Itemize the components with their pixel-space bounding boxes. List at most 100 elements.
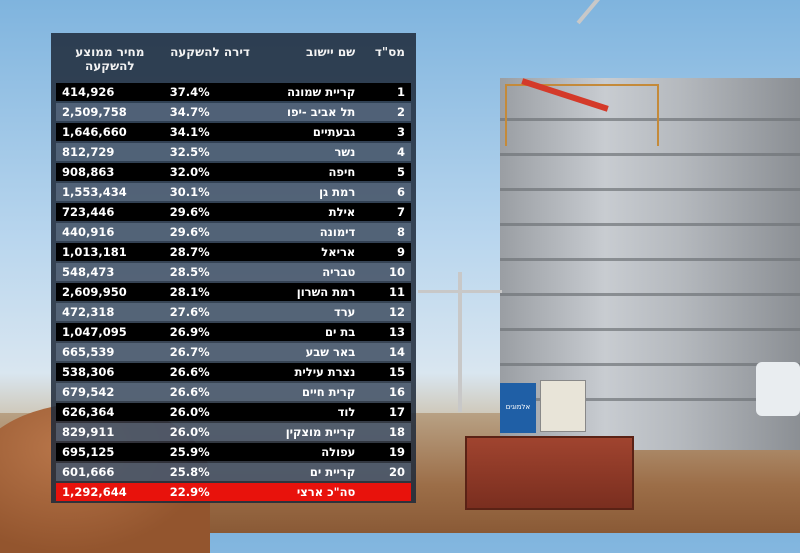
row-price: 908,863	[56, 163, 164, 181]
row-price: 812,729	[56, 143, 164, 161]
header-price: מחיר ממוצע להשקעה	[75, 45, 145, 73]
row-investment-pct: 26.7%	[163, 343, 257, 361]
row-investment-pct: 32.0%	[163, 163, 257, 181]
table-row: 5 חיפה 32.0% 908,863	[56, 163, 411, 181]
investment-table-panel: מס"ד שם יישוב דירה להשקעה מחיר ממוצע להש…	[51, 33, 416, 503]
table-row: 1 קריית שמונה 37.4% 414,926	[56, 83, 411, 101]
scaffolding	[505, 84, 659, 146]
row-num: 14	[361, 343, 411, 361]
row-city: רמת השרון	[256, 283, 362, 301]
row-investment-pct: 30.1%	[163, 183, 257, 201]
table-row: 9 אריאל 28.7% 1,013,181	[56, 243, 411, 261]
row-price: 665,539	[56, 343, 164, 361]
row-city: אילת	[256, 203, 362, 221]
row-city: בת ים	[256, 323, 362, 341]
row-num: 3	[361, 123, 411, 141]
row-num: 1	[361, 83, 411, 101]
row-city: קריית מוצקין	[256, 423, 362, 441]
row-city: תל אביב -יפו	[256, 103, 362, 121]
table-row: 17 לוד 26.0% 626,364	[56, 403, 411, 421]
row-price: 626,364	[56, 403, 164, 421]
row-price: 601,666	[56, 463, 164, 481]
row-investment-pct: 29.6%	[163, 203, 257, 221]
row-investment-pct: 26.6%	[163, 363, 257, 381]
dumpster	[465, 436, 634, 510]
investment-table: מס"ד שם יישוב דירה להשקעה מחיר ממוצע להש…	[56, 39, 411, 503]
total-city: סה"כ ארצי	[256, 483, 362, 501]
row-investment-pct: 26.9%	[163, 323, 257, 341]
row-city: קרית חיים	[256, 383, 362, 401]
row-num: 10	[361, 263, 411, 281]
project-sign	[540, 380, 586, 432]
row-investment-pct: 28.7%	[163, 243, 257, 261]
crane-distant	[458, 272, 462, 412]
row-price: 1,646,660	[56, 123, 164, 141]
row-num: 15	[361, 363, 411, 381]
row-num: 13	[361, 323, 411, 341]
crane-white	[576, 0, 602, 25]
row-num: 5	[361, 163, 411, 181]
table-row: 15 נצרת עילית 26.6% 538,306	[56, 363, 411, 381]
table-row: 14 באר שבע 26.7% 665,539	[56, 343, 411, 361]
row-price: 472,318	[56, 303, 164, 321]
row-price: 829,911	[56, 423, 164, 441]
row-price: 723,446	[56, 203, 164, 221]
row-num: 7	[361, 203, 411, 221]
row-investment-pct: 28.1%	[163, 283, 257, 301]
table-row: 16 קרית חיים 26.6% 679,542	[56, 383, 411, 401]
row-city: חיפה	[256, 163, 362, 181]
table-total-row: סה"כ ארצי 22.9% 1,292,644	[56, 483, 411, 501]
row-num: 16	[361, 383, 411, 401]
row-num: 6	[361, 183, 411, 201]
row-city: גבעתיים	[256, 123, 362, 141]
row-investment-pct: 27.6%	[163, 303, 257, 321]
row-investment-pct: 34.7%	[163, 103, 257, 121]
row-investment-pct: 34.1%	[163, 123, 257, 141]
row-price: 440,916	[56, 223, 164, 241]
row-num: 9	[361, 243, 411, 261]
row-num: 20	[361, 463, 411, 481]
row-num: 18	[361, 423, 411, 441]
table-row: 10 טבריה 28.5% 548,473	[56, 263, 411, 281]
row-city: באר שבע	[256, 343, 362, 361]
row-num: 11	[361, 283, 411, 301]
row-city: אריאל	[256, 243, 362, 261]
row-city: ערד	[256, 303, 362, 321]
row-num: 17	[361, 403, 411, 421]
header-num: מס"ד	[374, 45, 405, 59]
table-row: 12 ערד 27.6% 472,318	[56, 303, 411, 321]
row-investment-pct: 26.0%	[163, 423, 257, 441]
row-price: 1,013,181	[56, 243, 164, 261]
row-price: 695,125	[56, 443, 164, 461]
row-num: 12	[361, 303, 411, 321]
table-row: 7 אילת 29.6% 723,446	[56, 203, 411, 221]
crane-distant-jib	[418, 290, 502, 293]
row-city: רמת גן	[256, 183, 362, 201]
total-num	[361, 483, 411, 501]
row-price: 548,473	[56, 263, 164, 281]
table-row: 4 נשר 32.5% 812,729	[56, 143, 411, 161]
table-header-row: מס"ד שם יישוב דירה להשקעה מחיר ממוצע להש…	[56, 41, 411, 81]
table-row: 18 קריית מוצקין 26.0% 829,911	[56, 423, 411, 441]
row-investment-pct: 37.4%	[163, 83, 257, 101]
row-price: 538,306	[56, 363, 164, 381]
row-num: 4	[361, 143, 411, 161]
row-investment-pct: 29.6%	[163, 223, 257, 241]
header-city: שם יישוב	[306, 45, 356, 59]
table-row: 11 רמת השרון 28.1% 2,609,950	[56, 283, 411, 301]
row-city: קריית ים	[256, 463, 362, 481]
row-investment-pct: 26.6%	[163, 383, 257, 401]
row-investment-pct: 28.5%	[163, 263, 257, 281]
row-num: 8	[361, 223, 411, 241]
table-row: 20 קריית ים 25.8% 601,666	[56, 463, 411, 481]
row-investment-pct: 26.0%	[163, 403, 257, 421]
total-price: 1,292,644	[56, 483, 164, 501]
total-investment-pct: 22.9%	[163, 483, 257, 501]
row-num: 19	[361, 443, 411, 461]
header-investment: דירה להשקעה	[170, 45, 250, 59]
row-city: לוד	[256, 403, 362, 421]
row-city: עפולה	[256, 443, 362, 461]
row-price: 2,609,950	[56, 283, 164, 301]
row-city: נשר	[256, 143, 362, 161]
table-row: 2 תל אביב -יפו 34.7% 2,509,758	[56, 103, 411, 121]
